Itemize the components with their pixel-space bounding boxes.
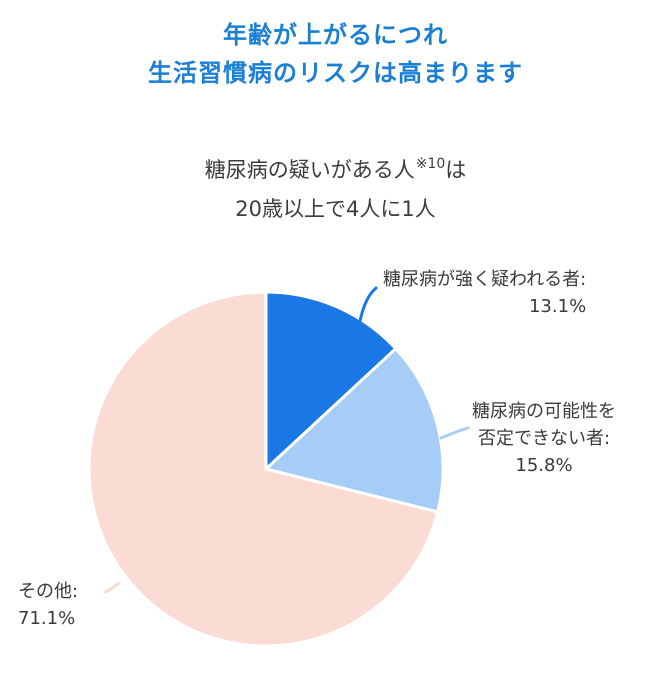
leader-lines [103,286,470,594]
leader-line-other [103,581,121,594]
chart-title: 年齢が上がるにつれ 生活習慣病のリスクは高まります [0,16,671,92]
slice-label-text: 糖尿病の可能性を [472,401,616,422]
slice-label-other: その他: 71.1% [18,578,78,632]
title-line-1: 年齢が上がるにつれ [223,21,448,49]
pie-slice-other [87,290,440,648]
leader-line-strongly-suspected [356,286,378,336]
pie-slice-cannot-be-ruled-out [264,347,445,514]
subtitle-line-1: 糖尿病の疑いがある人※10は [0,152,671,191]
slice-label-text: 否定できない者: [477,428,611,449]
slice-value-label: 13.1% [528,296,587,317]
slice-value-label: 15.8% [515,455,573,476]
footnote-marker: ※10 [415,156,446,172]
subtitle-text: 糖尿病の疑いがある人 [204,158,415,182]
slice-label-text: 糖尿病が強く疑われる者: [383,269,587,290]
title-line-2: 生活習慣病のリスクは高まります [148,59,523,87]
slice-label-cannot-be-ruled-out: 糖尿病の可能性を 否定できない者: 15.8% [472,398,616,479]
pie-slices [87,290,445,648]
slice-label-strongly-suspected: 糖尿病が強く疑われる者: 13.1% [383,266,586,320]
pie-slice-strongly-suspected [264,290,398,471]
subtitle-text-end: は [445,158,467,182]
slice-label-text: その他: [18,581,79,602]
subtitle-line-2: 20歳以上で4人に1人 [235,197,436,221]
leader-line-cannot-be-ruled-out [439,426,470,440]
slice-value-label: 71.1% [18,608,76,629]
chart-subtitle: 糖尿病の疑いがある人※10は 20歳以上で4人に1人 [0,152,671,227]
